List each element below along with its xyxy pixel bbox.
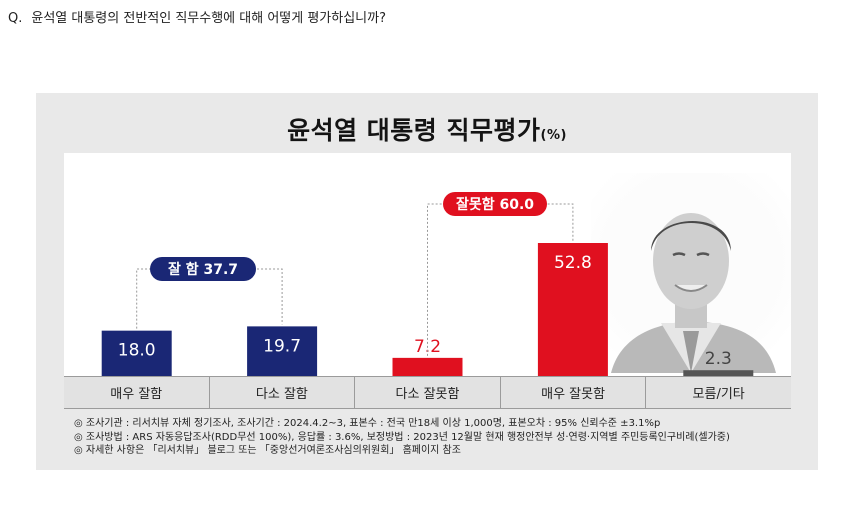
note-line: ◎ 조사기관 : 리서치뷰 자체 정기조사, 조사기간 : 2024.4.2~3…: [74, 418, 661, 429]
bar-3: [392, 357, 463, 376]
bar-2: [247, 326, 318, 376]
category-label: 매우 잘못함: [499, 377, 646, 408]
bar-1: [101, 330, 172, 376]
bar-value-label: 19.7: [263, 336, 301, 356]
category-label: 매우 잘함: [110, 387, 163, 402]
bar-value-label: 52.8: [554, 253, 592, 273]
category-label: 모름/기타: [645, 377, 791, 408]
bar-layer: 18.0 19.7 7.252.82.3: [101, 203, 754, 376]
chart-title: 윤석열 대통령 직무평가(%): [36, 111, 818, 147]
chart-panel: 윤석열 대통령 직무평가(%) 18.0 19.7 7.2 52.8 2.3 잘 함 3…: [36, 93, 818, 470]
question-text: 윤석열 대통령의 전반적인 직무수행에 대해 어떻게 평가하십니까?: [31, 11, 386, 26]
bar-4: [537, 243, 608, 376]
group-label-bad: 잘못함 60.0: [443, 192, 547, 216]
question-prefix: Q.: [8, 11, 23, 26]
survey-question: Q. 윤석열 대통령의 전반적인 직무수행에 대해 어떻게 평가하십니까?: [8, 7, 386, 26]
category-band: 매우 잘함 다소 잘함 다소 잘못함 매우 잘못함 모름/기타: [64, 376, 791, 409]
category-label: 다소 잘함: [208, 377, 355, 408]
group-label-good: 잘 함 37.7: [150, 257, 256, 281]
bar-5: [683, 370, 754, 376]
note-line: ◎ 자세한 사항은 「리서치뷰」 블로그 또는 「중앙선거여론조사심의위원회」 …: [74, 445, 461, 456]
survey-notes: ◎ 조사기관 : 리서치뷰 자체 정기조사, 조사기간 : 2024.4.2~3…: [74, 417, 730, 458]
note-line: ◎ 조사방법 : ARS 자동응답조사(RDD무선 100%), 응답률 : 3…: [74, 431, 730, 443]
chart-title-text: 윤석열 대통령 직무평가: [287, 116, 541, 145]
president-photo: [591, 173, 791, 373]
bar-value-label: 2.3: [705, 349, 732, 369]
bar-value-label: 18.0: [118, 341, 156, 361]
category-label: 다소 잘못함: [354, 377, 500, 408]
chart-title-unit: (%): [540, 128, 567, 143]
